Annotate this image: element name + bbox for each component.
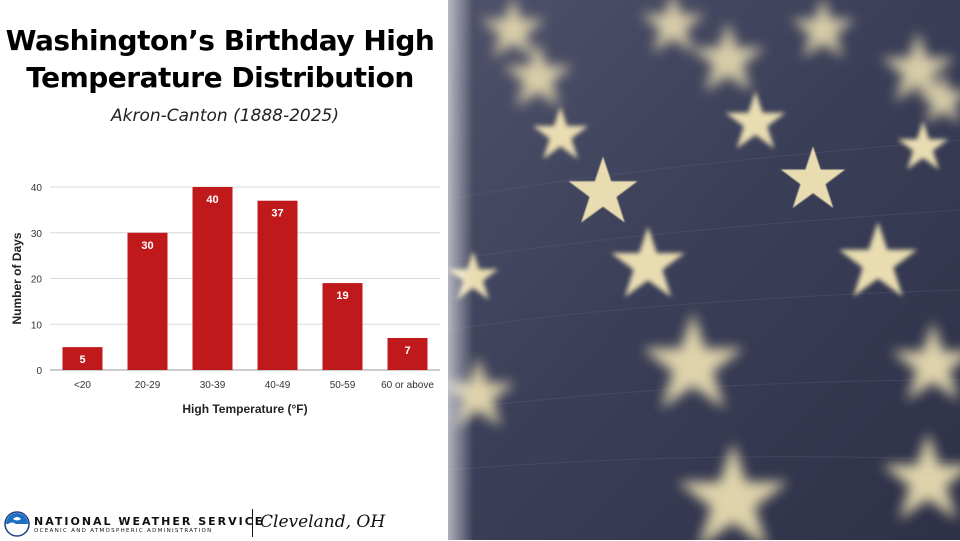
title-line-2: Temperature Distribution <box>26 61 414 94</box>
footer-divider <box>252 509 253 537</box>
x-tick-label: 50-59 <box>330 380 356 391</box>
x-tick-label: 20-29 <box>135 380 161 391</box>
org-name: NATIONAL WEATHER SERVICE <box>34 515 265 528</box>
bar <box>62 347 103 370</box>
x-axis-label: High Temperature (°F) <box>182 402 307 416</box>
flag-stars-photo <box>448 0 960 540</box>
bar <box>257 200 298 370</box>
flag-photo-image <box>448 0 960 540</box>
title-line-1: Washington’s Birthday High <box>5 24 435 57</box>
y-tick-label: 40 <box>31 183 43 194</box>
bar <box>387 337 428 370</box>
x-tick-label: 40-49 <box>265 380 291 391</box>
data-label: 30 <box>141 240 153 252</box>
x-tick-label: <20 <box>74 380 91 391</box>
x-tick-label: 60 or above <box>381 380 434 391</box>
bar <box>322 283 363 370</box>
page-title: Washington’s Birthday High Temperature D… <box>0 22 440 96</box>
office-name: Cleveland, OH <box>260 512 386 532</box>
x-tick-label: 30-39 <box>200 380 226 391</box>
y-tick-label: 10 <box>31 320 43 331</box>
data-label: 40 <box>206 194 218 206</box>
left-panel: Washington’s Birthday High Temperature D… <box>0 0 448 540</box>
noaa-logo-icon <box>4 511 30 537</box>
data-label: 19 <box>336 290 348 302</box>
y-tick-label: 30 <box>31 229 43 240</box>
data-label: 5 <box>79 354 85 366</box>
bar <box>127 232 168 370</box>
footer: NATIONAL WEATHER SERVICE OCEANIC AND ATM… <box>0 505 448 541</box>
data-label: 7 <box>404 345 410 357</box>
y-axis-label: Number of Days <box>10 232 24 324</box>
bar-chart: 0 10 20 30 40 5 <20 30 20-29 40 30-39 37 40-49 19 50-5… <box>10 183 440 416</box>
bar <box>192 187 233 370</box>
org-subtitle: OCEANIC AND ATMOSPHERIC ADMINISTRATION <box>34 528 213 534</box>
page-subtitle: Akron-Canton (1888-2025) <box>110 106 339 126</box>
y-tick-label: 0 <box>36 366 42 377</box>
data-label: 37 <box>271 208 283 220</box>
y-tick-label: 20 <box>31 275 43 286</box>
